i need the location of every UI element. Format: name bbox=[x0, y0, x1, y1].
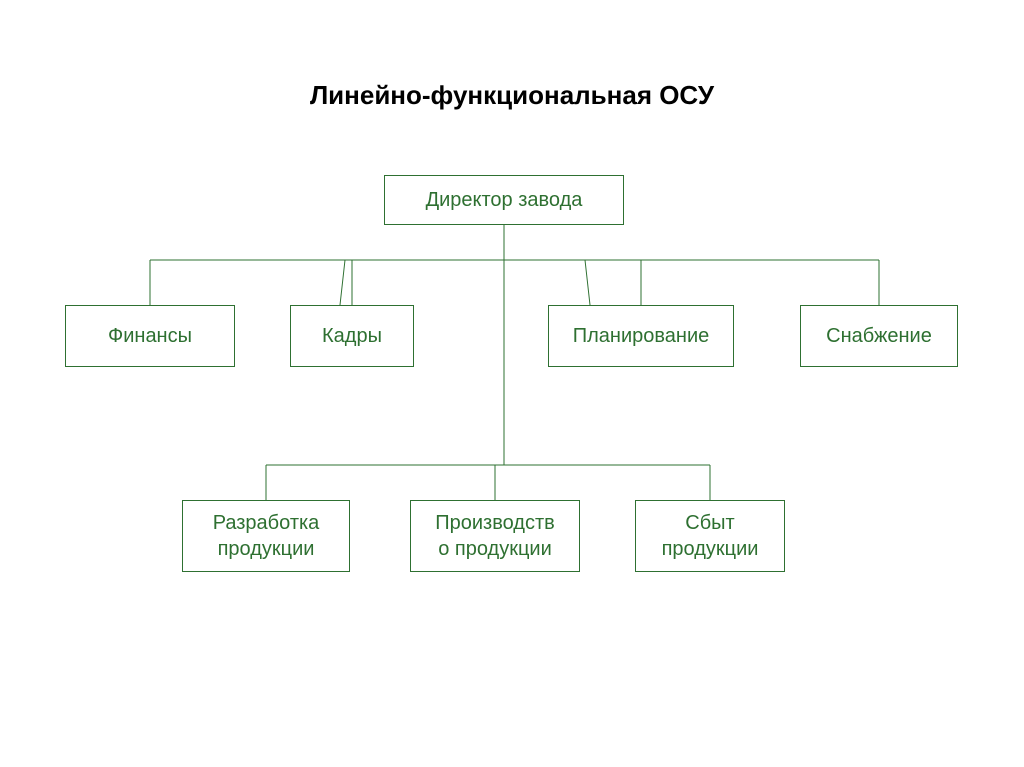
node-supply: Снабжение bbox=[800, 305, 958, 367]
connector-lines bbox=[0, 0, 1024, 767]
edges-path bbox=[150, 225, 879, 500]
node-sales: Сбыт продукции bbox=[635, 500, 785, 572]
node-prod: Производств о продукции bbox=[410, 500, 580, 572]
node-plan: Планирование bbox=[548, 305, 734, 367]
node-hr: Кадры bbox=[290, 305, 414, 367]
diagram-title: Линейно-функциональная ОСУ bbox=[0, 80, 1024, 111]
node-dev: Разработка продукции bbox=[182, 500, 350, 572]
node-fin: Финансы bbox=[65, 305, 235, 367]
node-root: Директор завода bbox=[384, 175, 624, 225]
